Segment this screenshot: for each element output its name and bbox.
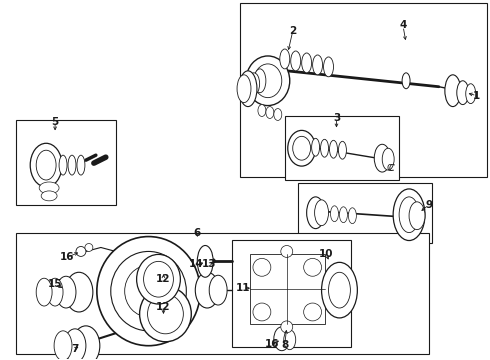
Ellipse shape [313,55,322,75]
Ellipse shape [239,71,257,107]
Ellipse shape [284,330,295,350]
Ellipse shape [280,49,290,69]
Ellipse shape [64,329,86,360]
Text: 16: 16 [60,252,74,262]
Ellipse shape [254,69,266,93]
Ellipse shape [124,265,172,317]
Ellipse shape [258,105,266,117]
Ellipse shape [196,272,219,308]
Ellipse shape [197,246,213,277]
Ellipse shape [374,144,390,172]
Ellipse shape [312,138,319,156]
Ellipse shape [321,262,357,318]
Ellipse shape [77,155,85,175]
Ellipse shape [266,107,274,118]
Ellipse shape [41,191,57,201]
Ellipse shape [339,141,346,159]
Text: 2: 2 [289,26,296,36]
Ellipse shape [253,258,271,276]
Ellipse shape [274,109,282,121]
Ellipse shape [111,251,186,331]
Ellipse shape [293,136,311,160]
Ellipse shape [248,73,260,95]
Ellipse shape [147,294,183,334]
Text: 13: 13 [202,259,217,269]
Ellipse shape [302,53,312,73]
Text: 8: 8 [281,340,289,350]
Ellipse shape [39,182,59,194]
Bar [232,239,351,347]
Ellipse shape [144,261,173,297]
Ellipse shape [72,326,100,360]
Ellipse shape [85,243,93,251]
Ellipse shape [399,197,419,233]
Ellipse shape [237,75,251,103]
Ellipse shape [68,155,76,175]
Ellipse shape [246,56,290,105]
Text: 11: 11 [236,283,250,293]
Ellipse shape [402,73,410,89]
Text: 9: 9 [425,200,433,210]
Ellipse shape [36,150,56,180]
Ellipse shape [59,155,67,175]
Bar [240,3,487,177]
Bar [298,183,432,243]
Text: C: C [388,163,394,172]
Text: 5: 5 [51,117,59,127]
Ellipse shape [137,255,180,304]
Ellipse shape [243,77,253,96]
Text: 15: 15 [48,279,62,289]
Text: 7: 7 [71,344,79,354]
Ellipse shape [281,246,293,257]
Ellipse shape [281,321,293,333]
Ellipse shape [288,130,316,166]
Ellipse shape [54,331,72,360]
Text: 16: 16 [265,339,279,349]
Ellipse shape [140,286,191,342]
Ellipse shape [238,80,248,98]
Ellipse shape [65,272,93,312]
Bar [285,116,399,180]
Ellipse shape [331,206,339,222]
Ellipse shape [445,75,461,107]
Ellipse shape [323,57,334,77]
Ellipse shape [466,84,476,104]
Ellipse shape [304,258,321,276]
Ellipse shape [209,275,227,305]
Text: 12: 12 [156,302,171,312]
Ellipse shape [36,278,52,306]
Ellipse shape [320,139,328,157]
Ellipse shape [76,247,86,256]
Text: 6: 6 [194,228,201,238]
Ellipse shape [329,140,338,158]
Ellipse shape [56,276,76,308]
Ellipse shape [457,81,469,105]
Ellipse shape [274,327,290,351]
Bar [250,255,324,324]
Text: 1: 1 [473,91,480,101]
Ellipse shape [348,208,356,224]
Ellipse shape [382,148,394,170]
Text: 10: 10 [319,249,334,260]
Text: C: C [386,163,392,172]
Text: 4: 4 [399,20,407,30]
Text: 14: 14 [189,259,203,269]
Ellipse shape [393,189,425,240]
Ellipse shape [409,202,425,230]
Ellipse shape [340,207,347,223]
Bar [16,121,116,205]
Bar [16,233,429,354]
Ellipse shape [291,51,301,71]
Ellipse shape [304,303,321,321]
Ellipse shape [47,278,63,306]
Ellipse shape [253,303,271,321]
Text: 12: 12 [156,274,171,284]
Ellipse shape [97,237,200,346]
Ellipse shape [254,64,282,98]
Ellipse shape [315,200,328,226]
Text: 3: 3 [333,113,340,123]
Ellipse shape [30,143,62,187]
Ellipse shape [328,272,350,308]
Ellipse shape [307,197,324,229]
